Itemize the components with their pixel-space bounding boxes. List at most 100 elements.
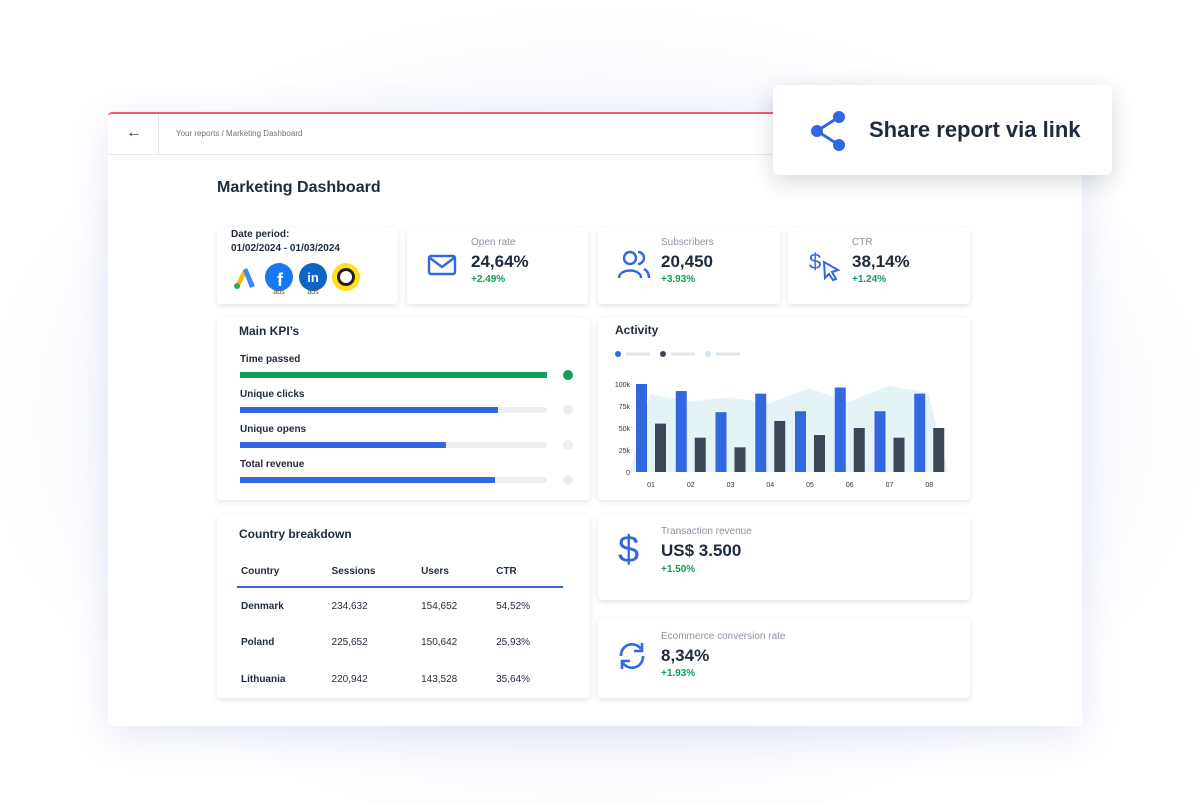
kpi-label: Open rate: [471, 237, 516, 248]
bar: [694, 437, 706, 472]
header-row: Country Sessions Users CTR: [237, 557, 563, 587]
x-tick-label: 04: [766, 482, 774, 489]
x-tick-label: 02: [687, 482, 695, 489]
status-dot: [563, 475, 573, 485]
country-card: Country breakdown Country Sessions Users CT…: [217, 515, 590, 698]
table-cell: 234,632: [331, 600, 368, 612]
table-cell: 35,64%: [496, 674, 531, 685]
status-dot: [563, 370, 573, 380]
kpi-label: Subscribers: [661, 237, 714, 248]
progress-bar: [240, 477, 495, 483]
date-card: Date period: 01/02/2024 - 01/03/2024 f i…: [217, 228, 398, 304]
kpi-change: +1.93%: [661, 668, 696, 679]
chart-title: Activity: [615, 323, 659, 337]
bar: [893, 437, 905, 472]
x-tick-label: 08: [925, 482, 933, 489]
legend-marker: [615, 351, 621, 357]
legend-marker: [705, 351, 711, 357]
status-dot: [563, 440, 573, 450]
x-tick-label: 03: [727, 482, 735, 489]
main-kpi-card: Main KPI’s Time passed Unique clicks Uniqu…: [217, 318, 590, 500]
dollar-icon: $: [618, 529, 640, 571]
source-icons: f in ads ads: [234, 263, 360, 296]
svg-text:f: f: [277, 270, 284, 290]
kpi-value: 20,450: [661, 252, 713, 271]
column-header: Sessions: [331, 566, 376, 577]
breadcrumb[interactable]: Your reports / Marketing Dashboard: [176, 129, 303, 138]
table-cell: 220,942: [331, 674, 368, 685]
bar: [874, 411, 886, 472]
kpi-value: 24,64%: [471, 252, 529, 271]
x-tick-label: 01: [647, 482, 655, 489]
bar: [814, 435, 825, 472]
kpi-label: Ecommerce conversion rate: [661, 631, 786, 642]
share-button[interactable]: Share report via link: [773, 85, 1112, 175]
svg-text:in: in: [307, 270, 319, 285]
badge: ads: [307, 289, 319, 296]
bar: [795, 411, 806, 472]
click-icon: $: [809, 249, 841, 282]
kpi-change: +1.24%: [852, 274, 887, 285]
y-tick-label: 50k: [619, 426, 631, 433]
bar: [734, 447, 746, 472]
header-bar: [108, 114, 1082, 155]
users-icon: [617, 250, 651, 279]
area: [630, 385, 948, 472]
x-tick-label: 06: [846, 482, 854, 489]
kpi-value: US$ 3.500: [661, 541, 742, 560]
kpi-change: +3.93%: [661, 274, 696, 285]
table-cell: Lithuania: [241, 674, 286, 685]
bar: [834, 387, 846, 472]
x-tick-label: 07: [886, 482, 894, 489]
y-tick-label: 100k: [615, 382, 631, 389]
progress-bar: [240, 372, 547, 378]
conversion-card: Ecommerce conversion rate 8,34% +1.93%: [598, 618, 970, 698]
bar: [636, 384, 647, 472]
share-label: Share report via link: [869, 117, 1081, 142]
table-row: Poland 225,652 150,642 25,93%: [237, 624, 563, 661]
kpi-name: Time passed: [240, 354, 301, 365]
share-icon: [811, 111, 845, 151]
table-cell: Poland: [241, 637, 275, 648]
card-title: Country breakdown: [239, 527, 352, 541]
dashboard-title: Marketing Dashboard: [217, 179, 381, 196]
activity-chart: Activity 0 25k 50k 75k 100k 01 02 03 04 05 06 07 08: [615, 323, 948, 489]
kpi-value: 8,34%: [661, 646, 710, 665]
bar: [774, 420, 786, 472]
date-range: 01/02/2024 - 01/03/2024: [231, 243, 340, 254]
column-header: Country: [241, 566, 280, 577]
kpi-value: 38,14%: [852, 252, 910, 271]
revenue-card: $ Transaction revenue US$ 3.500 +1.50%: [598, 515, 970, 600]
y-tick-label: 25k: [619, 448, 631, 455]
kpi-card: $ CTR 38,14% +1.24%: [788, 228, 970, 304]
kpi-label: Transaction revenue: [661, 526, 752, 537]
y-tick-label: 0: [626, 470, 630, 477]
table-cell: 143,528: [421, 674, 458, 685]
bar: [655, 423, 666, 472]
kpi-label: CTR: [852, 237, 873, 248]
activity-card: Activity 0 25k 50k 75k 100k 01 02 03 04 05 06 07 08: [598, 318, 970, 500]
x-tick-label: 05: [806, 482, 814, 489]
kpi-name: Unique opens: [240, 424, 307, 435]
table-cell: Denmark: [241, 600, 284, 612]
date-label: Date period:: [231, 229, 290, 240]
progress-bar: [240, 407, 498, 413]
divider: [158, 114, 159, 154]
kpi-card: Subscribers 20,450 +3.93%: [598, 228, 780, 304]
kpi-name: Unique clicks: [240, 389, 305, 400]
legend-marker: [660, 351, 666, 357]
card-title: Main KPI’s: [239, 324, 300, 338]
progress-bar: [240, 442, 446, 448]
table-cell: 25,93%: [496, 637, 531, 648]
table-row: Denmark 234,632 154,652 54,52%: [237, 587, 563, 624]
kpi-card: Open rate 24,64% +2.49%: [407, 228, 588, 304]
column-header: CTR: [496, 566, 517, 577]
table-cell: 150,642: [421, 637, 458, 648]
badge: ads: [273, 289, 285, 296]
bar: [675, 391, 687, 472]
table-cell: 54,52%: [496, 600, 531, 612]
bar: [853, 428, 865, 472]
svg-text:$: $: [809, 249, 821, 274]
back-button[interactable]: ←: [126, 124, 142, 141]
